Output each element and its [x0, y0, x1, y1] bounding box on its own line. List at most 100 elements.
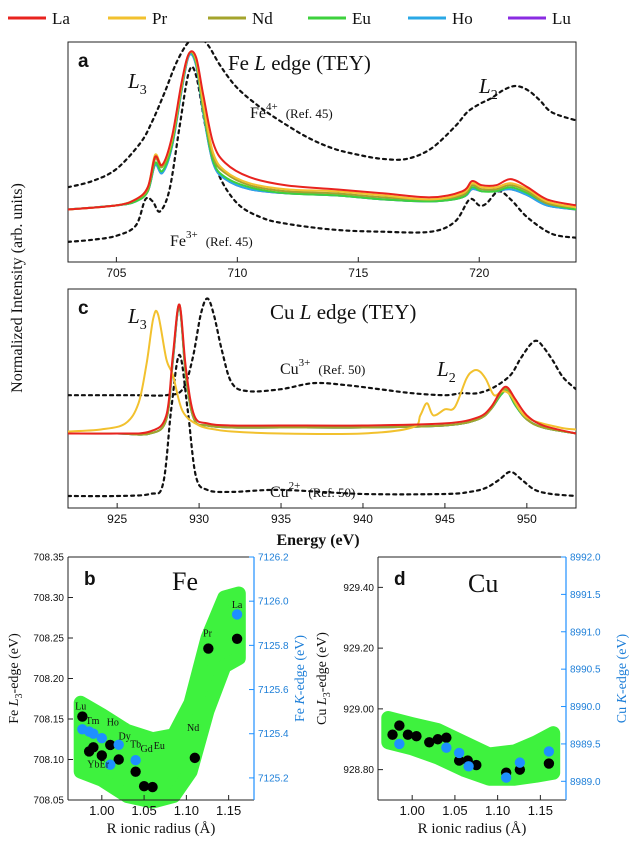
- legend-item-lu: Lu: [508, 9, 571, 28]
- x-tick-label: 705: [106, 266, 126, 280]
- x-tick-label: 1.15: [528, 803, 553, 818]
- data-point: [453, 747, 465, 759]
- series-line-eu: [68, 51, 576, 211]
- y2-tick-label: 8992.0: [570, 553, 601, 564]
- element-label: Tb: [130, 739, 141, 750]
- y-tick-label: 708.15: [33, 715, 64, 726]
- data-point: [138, 781, 150, 792]
- y2-axis-label: Fe K-edge (eV): [293, 635, 308, 722]
- y2-tick-label: 7125.6: [258, 685, 289, 696]
- y-tick-label: 929.40: [343, 583, 374, 594]
- data-point: [105, 759, 116, 770]
- element-label: Nd: [187, 723, 199, 734]
- data-point: [231, 609, 243, 620]
- x-tick-label: 710: [227, 266, 247, 280]
- series-l3-edge: [77, 633, 243, 793]
- x-tick-label: 1.05: [442, 803, 467, 818]
- element-label: Eu: [154, 741, 165, 752]
- series-line-pr: [68, 309, 576, 436]
- element-label: Ho: [107, 717, 119, 728]
- panel-label: b: [84, 569, 96, 590]
- panel-d-chart: 928.80 929.00 929.20 929.40 8989.0 8989.5 8990…: [315, 553, 630, 838]
- legend-item-eu: Eu: [308, 9, 371, 28]
- element-label: Tm: [86, 716, 100, 727]
- data-point: [96, 732, 108, 744]
- legend-item-la: La: [8, 9, 70, 28]
- data-point: [424, 737, 435, 748]
- data-point: [203, 643, 214, 654]
- legend-label: Nd: [252, 9, 273, 28]
- series-line-cu2plus: [68, 353, 576, 498]
- series-line-pr: [68, 50, 576, 211]
- edge-label-l2: L2: [478, 74, 498, 103]
- data-point: [189, 752, 201, 764]
- series-line-fe4plus: [68, 42, 576, 189]
- data-point: [77, 711, 88, 722]
- reference-label-low: Fe3+ (Ref. 45): [170, 229, 253, 250]
- data-point: [105, 739, 116, 751]
- legend: La Pr Nd Eu Ho Lu: [8, 9, 571, 28]
- y2-tick-label: 8990.5: [570, 665, 601, 676]
- legend-item-pr: Pr: [108, 9, 167, 28]
- panel-label: d: [394, 569, 406, 590]
- x-tick-label: 1.10: [485, 803, 510, 818]
- y2-tick-label: 7126.0: [258, 597, 289, 608]
- edge-label-l2: L2: [436, 357, 456, 386]
- y-tick-label: 929.00: [343, 704, 374, 715]
- y-tick-label: 708.05: [33, 796, 64, 807]
- panel-a-chart: 705 710 715 720 a Fe L edge (TEY) L3 L2 Fe4+ (Ref…: [67, 41, 577, 280]
- x-tick-label: 720: [469, 266, 489, 280]
- data-point: [96, 750, 108, 761]
- series-k-edge: [77, 609, 243, 770]
- shared-y-axis-label: Normalized Intensity (arb. units): [9, 183, 26, 393]
- legend-label: Ho: [452, 9, 473, 28]
- data-point: [394, 738, 405, 750]
- x-tick-label: 945: [435, 512, 455, 526]
- legend-label: Lu: [552, 9, 571, 28]
- data-point: [402, 729, 414, 740]
- data-point: [500, 772, 512, 783]
- element-label: Dy: [119, 731, 131, 742]
- data-point: [387, 729, 398, 740]
- x-tick-label: 1.10: [174, 803, 199, 818]
- y-tick-label: 708.10: [33, 755, 64, 766]
- y-tick-label: 708.25: [33, 634, 64, 645]
- data-point: [411, 731, 422, 742]
- y-tick-label: 708.30: [33, 593, 64, 604]
- plot-frame: [67, 41, 577, 263]
- panel-title: Fe: [172, 567, 198, 596]
- reference-label-high: Fe4+ (Ref. 45): [250, 101, 333, 122]
- y-tick-label: 708.20: [33, 674, 64, 685]
- panel-c-chart: 925 930 935 940 945 950 c Cu L edge (TEY) L3 L2 Cu…: [67, 288, 577, 526]
- series-lines: [68, 297, 576, 498]
- y2-tick-label: 7125.4: [258, 729, 289, 740]
- data-point: [441, 742, 452, 753]
- y2-tick-label: 8991.0: [570, 627, 601, 638]
- series-line-la: [68, 303, 576, 435]
- x-tick-label: 1.00: [89, 803, 114, 818]
- legend-label: La: [52, 9, 70, 28]
- x-axis-label: R ionic radius (Å): [107, 821, 216, 837]
- edge-label-l3: L3: [127, 69, 147, 98]
- data-point: [453, 755, 465, 766]
- y2-tick-label: 7126.2: [258, 553, 289, 564]
- x-tick-label: 1.00: [400, 803, 425, 818]
- panel-title: Cu: [468, 569, 498, 598]
- x-tick-label: 715: [348, 266, 368, 280]
- legend-label: Pr: [152, 9, 167, 28]
- data-point: [441, 732, 452, 743]
- data-point: [113, 754, 124, 765]
- data-point: [147, 781, 158, 793]
- y2-tick-label: 7125.8: [258, 641, 289, 652]
- y2-tick-label: 8989.5: [570, 739, 601, 750]
- edge-label-l3: L3: [127, 304, 147, 333]
- legend-item-nd: Nd: [208, 9, 273, 28]
- panel-title: Fe L edge (TEY): [228, 51, 371, 75]
- data-point: [113, 739, 124, 750]
- shared-x-axis-label: Energy (eV): [276, 532, 359, 549]
- data-point: [231, 633, 243, 645]
- trend-band: [381, 711, 561, 786]
- y-tick-label: 929.20: [343, 644, 374, 655]
- data-point: [130, 766, 141, 777]
